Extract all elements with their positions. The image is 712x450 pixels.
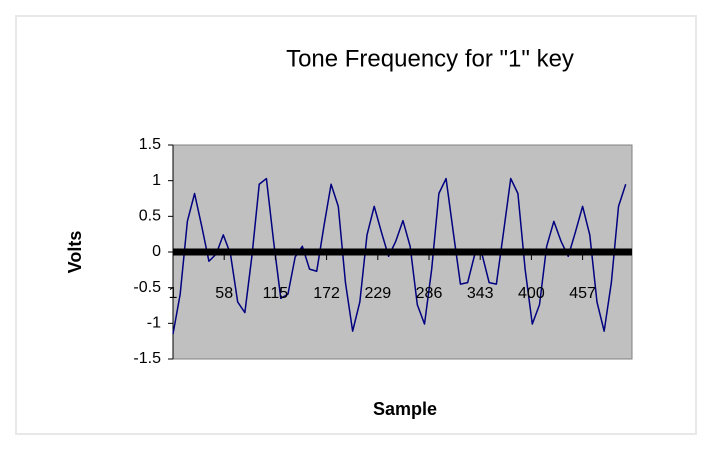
x-tick-label: 400 <box>518 285 545 302</box>
data-line <box>172 177 627 335</box>
y-tick-label: 0 <box>152 243 161 260</box>
y-tick-label: -0.5 <box>133 279 161 296</box>
x-tick-label: 115 <box>263 285 289 302</box>
chart-title: Tone Frequency for "1" key <box>286 45 574 72</box>
y-tick-label: -1.5 <box>133 350 161 367</box>
chart-frame <box>15 15 697 435</box>
y-tick-label: 0.5 <box>139 208 161 225</box>
x-tick-label: 229 <box>364 285 391 302</box>
x-tick-label: 172 <box>313 285 340 302</box>
x-tick-label: 286 <box>416 285 443 302</box>
x-tick-label: 457 <box>569 285 596 302</box>
y-tick-label: -1 <box>147 315 161 332</box>
y-tick-label: 1 <box>152 172 161 189</box>
x-tick-label: 343 <box>467 285 494 302</box>
x-tick-label: 1 <box>169 285 178 302</box>
x-tick-label: 58 <box>215 285 233 302</box>
y-tick-label: 1.5 <box>139 136 161 153</box>
y-axis-title: Volts <box>65 231 85 274</box>
x-axis-title: Sample <box>373 399 437 419</box>
